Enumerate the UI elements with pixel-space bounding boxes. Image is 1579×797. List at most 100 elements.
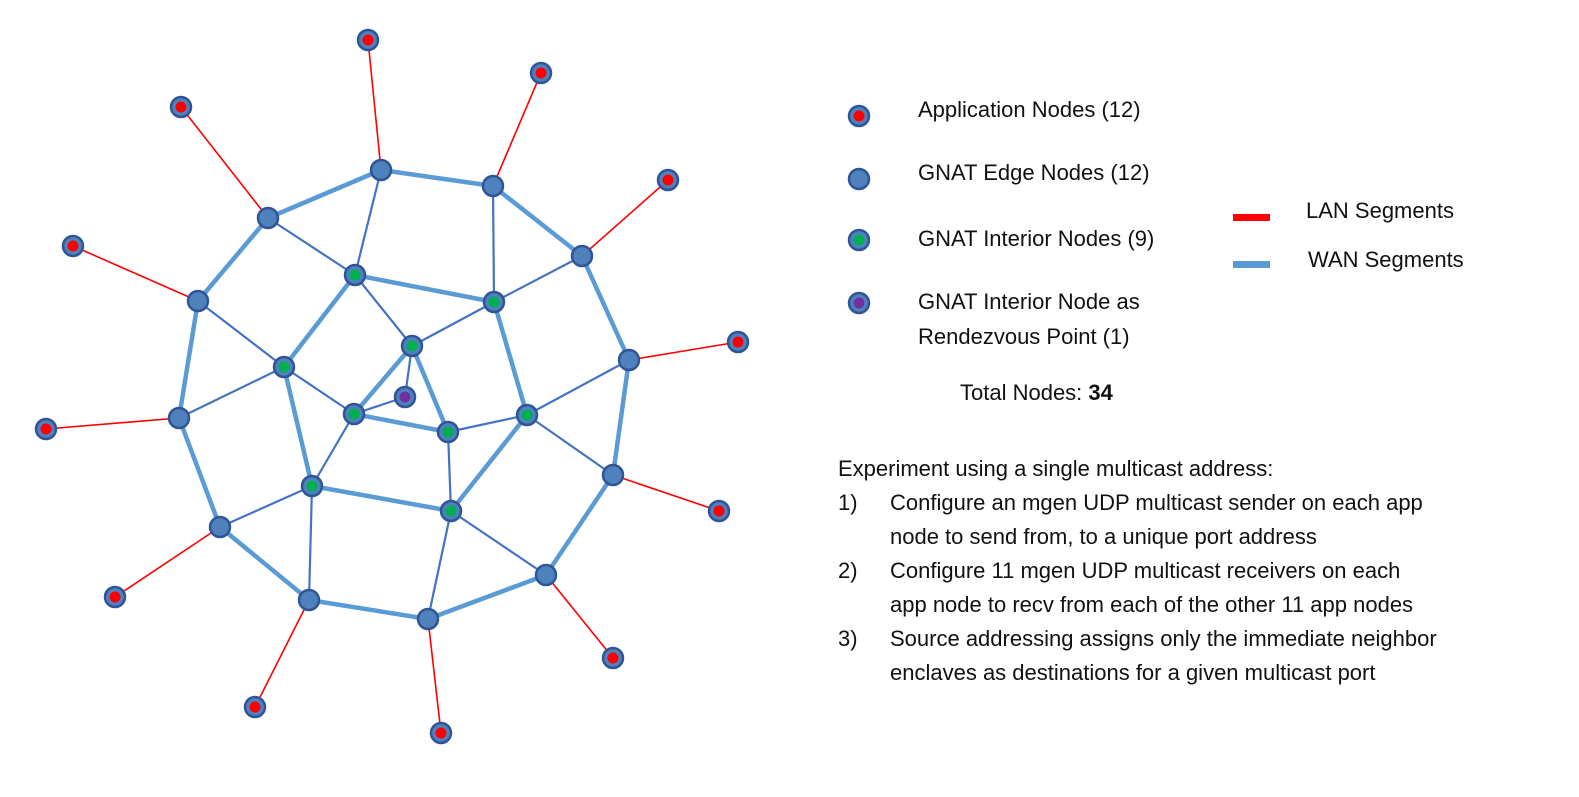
- step-line: app node to recv from each of the other …: [890, 592, 1414, 617]
- wan-segment: [177, 365, 286, 420]
- total-nodes-label: Total Nodes:: [960, 380, 1083, 405]
- wan-segment: [351, 343, 415, 417]
- gnat-interior-node: [515, 403, 539, 427]
- wan-segment: [449, 509, 548, 577]
- wan-segment: [448, 412, 530, 514]
- wan-segment: [352, 272, 497, 305]
- application-node: [429, 721, 453, 745]
- experiment-step: 1) Configure an mgen UDP multicast sende…: [838, 486, 1568, 554]
- gnat-edge-node: [256, 206, 280, 230]
- step-number: 2): [838, 558, 858, 583]
- wan-segment: [353, 168, 383, 277]
- wan-segment: [195, 215, 271, 304]
- experiment-step: 3) Source addressing assigns only the im…: [838, 622, 1568, 690]
- wan-segment: [610, 357, 632, 478]
- wan-segment: [378, 167, 496, 189]
- lan-segment: [612, 474, 720, 512]
- application-node: [103, 585, 127, 609]
- gnat-edge-node: [416, 607, 440, 631]
- step-line: Configure 11 mgen UDP multicast receiver…: [890, 558, 1401, 583]
- wan-segment: [491, 184, 496, 304]
- experiment-description: Experiment using a single multicast addr…: [838, 452, 1568, 690]
- wan-segment: [351, 411, 451, 435]
- gnat-interior-node: [343, 263, 367, 287]
- gnat-interior-node: [400, 334, 424, 358]
- lan-segment: [114, 526, 221, 598]
- wan-segment: [307, 484, 314, 602]
- lan-segment: [180, 106, 269, 219]
- application-node: [529, 61, 553, 85]
- total-nodes-value: 34: [1088, 380, 1113, 405]
- gnat-edge-node: [534, 563, 558, 587]
- step-text: Source addressing assigns only the immed…: [890, 622, 1568, 690]
- step-line: Configure an mgen UDP multicast sender o…: [890, 490, 1423, 515]
- wan-segment: [425, 572, 549, 622]
- gnat-interior-node: [439, 499, 463, 523]
- step-number: 1): [838, 490, 858, 515]
- lan-segments: [45, 39, 739, 734]
- lan-segment: [545, 574, 614, 659]
- wan-segment: [492, 254, 584, 304]
- gnat-edge-node: [570, 244, 594, 268]
- gnat-interior-node: [482, 290, 506, 314]
- gnat-edge-node: [601, 463, 625, 487]
- legend-wan-segments: WAN Segments: [1308, 247, 1464, 272]
- step-text: Configure 11 mgen UDP multicast receiver…: [890, 554, 1568, 622]
- gnat-interior-node: [300, 474, 324, 498]
- wan-segment: [266, 216, 357, 277]
- step-line: enclaves as destinations for a given mul…: [890, 660, 1376, 685]
- legend-interior-nodes: GNAT Interior Nodes (9): [918, 226, 1155, 251]
- gnat-edge-node: [481, 174, 505, 198]
- lan-segment: [254, 599, 310, 708]
- wan-segment: [196, 299, 286, 369]
- application-node: [243, 695, 267, 719]
- wan-segment: [579, 253, 632, 363]
- wan-segment: [525, 358, 631, 417]
- wan-segment: [310, 412, 356, 488]
- step-line: Source addressing assigns only the immed…: [890, 626, 1437, 651]
- legend-interior-node-icon: [847, 228, 871, 252]
- application-node: [656, 168, 680, 192]
- legend-rp-line2: Rendezvous Point (1): [918, 324, 1130, 349]
- legend-edge-nodes: GNAT Edge Nodes (12): [918, 160, 1150, 185]
- gnat-edge-node: [617, 348, 641, 372]
- wan-segment: [218, 484, 314, 529]
- lan-segment: [628, 341, 739, 361]
- legend-markers: [847, 104, 1270, 315]
- wan-segments-thin: [177, 168, 631, 621]
- gnat-interior-node: [436, 420, 460, 444]
- wan-segment: [543, 472, 616, 578]
- legend-wan-swatch: [1233, 261, 1270, 268]
- wan-segment: [176, 415, 223, 530]
- legend-rp-line1: GNAT Interior Node as: [918, 289, 1140, 314]
- rendezvous-point-node: [393, 385, 417, 409]
- gnat-interior-node: [342, 402, 366, 426]
- lan-segment: [72, 245, 199, 302]
- step-text: Configure an mgen UDP multicast sender o…: [890, 486, 1568, 554]
- wan-segment: [265, 167, 384, 221]
- wan-segments-thick: [176, 167, 632, 622]
- wan-segment: [217, 524, 312, 603]
- wan-segment: [491, 299, 530, 418]
- gnat-edge-node: [208, 515, 232, 539]
- wan-segment: [426, 509, 453, 621]
- wan-segment: [409, 343, 451, 435]
- wan-segment: [309, 483, 454, 514]
- gnat-edge-node: [369, 158, 393, 182]
- gnat-interior-node: [272, 355, 296, 379]
- wan-segment: [281, 272, 358, 370]
- legend-application-nodes: Application Nodes (12): [918, 97, 1141, 122]
- application-node: [601, 646, 625, 670]
- wan-segment: [410, 300, 496, 348]
- legend-edge-node-icon: [847, 167, 871, 191]
- legend-lan-swatch: [1233, 214, 1270, 221]
- lan-segment: [581, 179, 669, 257]
- application-node: [356, 28, 380, 52]
- experiment-heading: Experiment using a single multicast addr…: [838, 456, 1274, 481]
- wan-segment: [353, 273, 414, 348]
- wan-segment: [446, 430, 453, 513]
- application-node: [726, 330, 750, 354]
- gnat-edge-node: [167, 406, 191, 430]
- lan-segment: [45, 417, 180, 430]
